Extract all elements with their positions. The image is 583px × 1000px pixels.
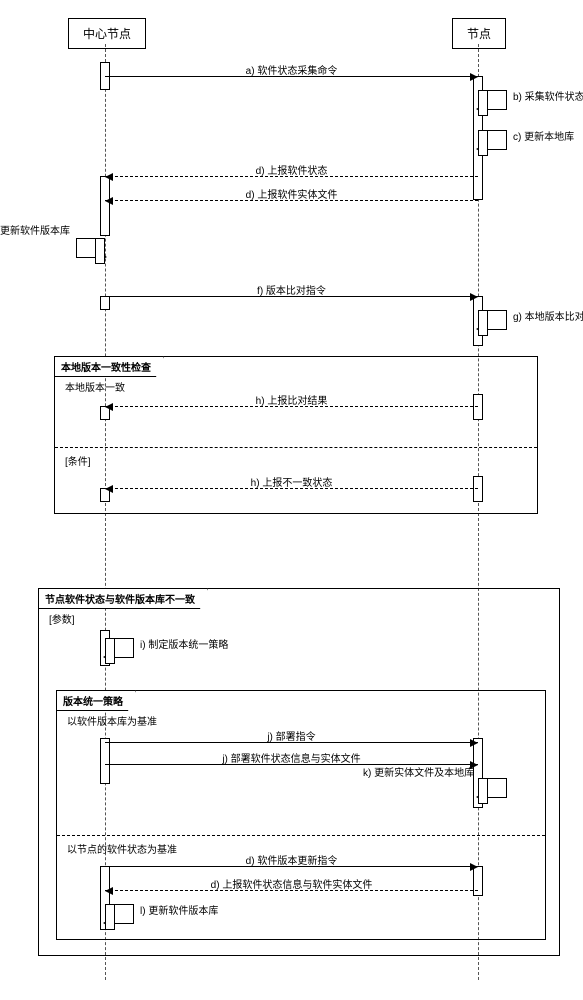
msg-h1: h) 上报比对结果 <box>105 406 478 420</box>
activation <box>95 238 105 264</box>
msg-a: a) 软件状态采集命令 <box>105 76 478 90</box>
msg-k-label: k) 更新实体文件及本地库 <box>363 764 474 779</box>
frame-strategy-title: 版本统一策略 <box>56 690 136 711</box>
msg-j2-label: j) 部署软件状态信息与实体文件 <box>105 750 478 765</box>
msg-j1-label: j) 部署指令 <box>105 728 478 743</box>
activation <box>105 638 115 664</box>
msg-h1-label: h) 上报比对结果 <box>105 392 478 407</box>
msg-h2: h) 上报不一致状态 <box>105 488 478 502</box>
msg-d3-label: d) 软件版本更新指令 <box>105 852 478 867</box>
activation <box>478 310 488 336</box>
msg-e-label: e) 构建/更新软件版本库 <box>0 222 70 237</box>
guard-params: [参数] <box>49 611 75 626</box>
msg-f: f) 版本比对指令 <box>105 296 478 310</box>
msg-i-label: i) 制定版本统一策略 <box>140 636 228 651</box>
msg-d2: d) 上报软件实体文件 <box>105 200 478 214</box>
guard-condition: [条件] <box>65 453 91 468</box>
frame-local-check-title: 本地版本一致性检查 <box>54 356 164 377</box>
participant-node: 节点 <box>452 18 506 49</box>
msg-g-label: g) 本地版本比对 <box>513 308 583 323</box>
frame-inconsistent-title: 节点软件状态与软件版本库不一致 <box>38 588 208 609</box>
msg-d4-label: d) 上报软件状态信息与软件实体文件 <box>105 876 478 891</box>
msg-f-label: f) 版本比对指令 <box>105 282 478 297</box>
participant-center: 中心节点 <box>68 18 146 49</box>
msg-d1-label: d) 上报软件状态 <box>105 162 478 177</box>
activation <box>478 130 488 156</box>
activation <box>478 90 488 116</box>
guard-repo-baseline: 以软件版本库为基准 <box>67 713 157 728</box>
msg-d2-label: d) 上报软件实体文件 <box>105 186 478 201</box>
msg-h2-label: h) 上报不一致状态 <box>105 474 478 489</box>
frame-divider-2 <box>57 835 545 836</box>
msg-c-label: c) 更新本地库 <box>513 128 574 143</box>
msg-a-label: a) 软件状态采集命令 <box>105 62 478 77</box>
activation <box>105 904 115 930</box>
msg-l-label: l) 更新软件版本库 <box>140 902 218 917</box>
activation <box>478 778 488 804</box>
msg-b-label: b) 采集软件状态 <box>513 88 583 103</box>
frame-divider <box>55 447 537 448</box>
